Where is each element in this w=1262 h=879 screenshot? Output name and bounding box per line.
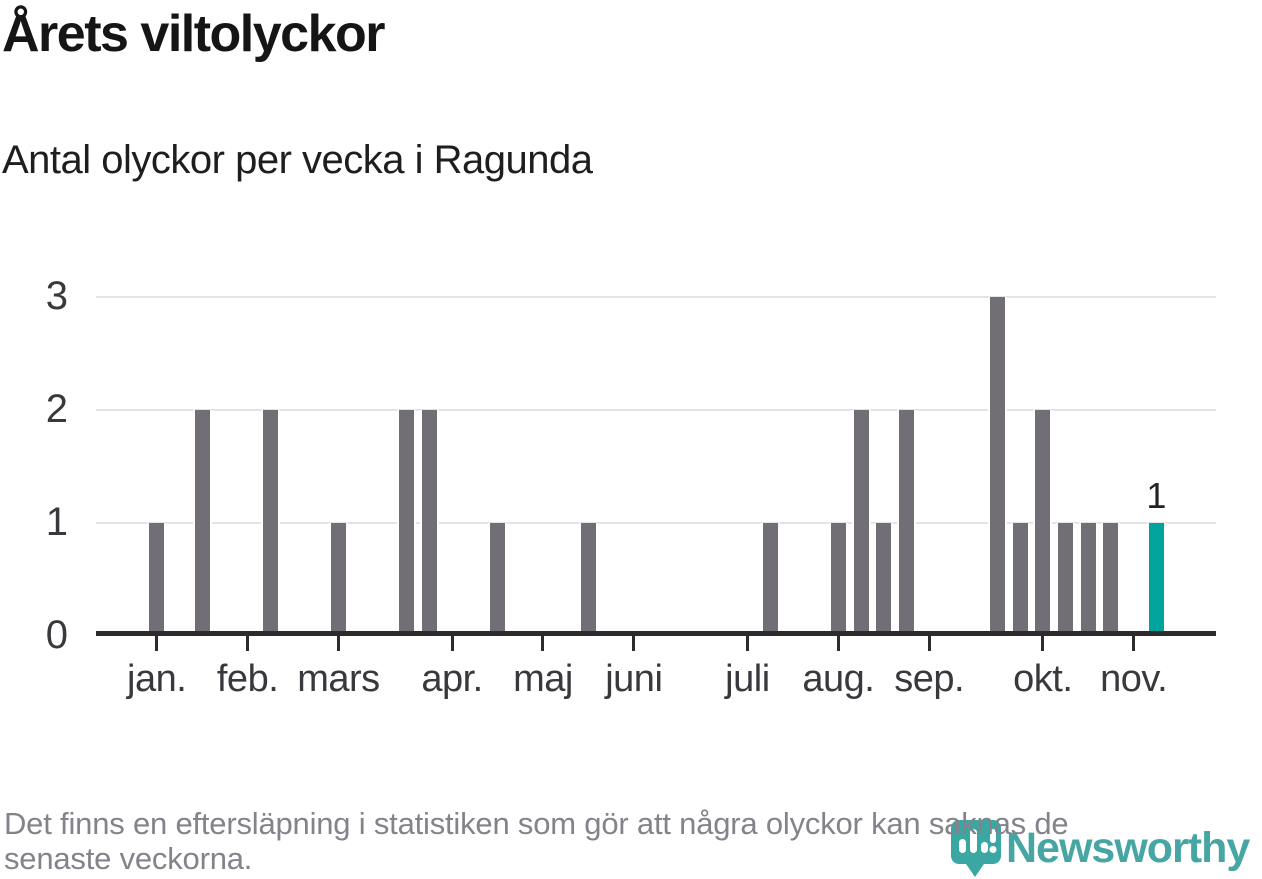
bar-week-31 [828,523,848,631]
bar-week-16 [488,523,507,631]
gridline-y3 [96,296,1216,298]
month-label-juni: juni [605,658,663,700]
logo-bar-medium [981,842,988,853]
month-tick-juli [745,636,749,651]
bar-week-9 [328,523,348,631]
month-tick-okt [1041,636,1045,651]
month-label-apr: apr. [421,658,483,700]
bar-week-3 [192,410,212,631]
month-label-okt: okt. [1013,658,1073,700]
bar-week-32 [851,410,871,631]
month-label-juli: juli [725,658,770,700]
month-label-maj: maj [513,658,573,700]
bar-week-43 [1101,523,1121,631]
month-tick-jan [155,636,159,651]
month-label-feb: feb. [216,658,279,700]
month-tick-feb [246,636,250,651]
logo-bar-short [959,839,966,853]
bar-week-42 [1078,523,1098,631]
x-axis-line [96,631,1216,636]
bar-week-40 [1033,410,1053,631]
page-title: Årets viltolyckor [2,5,386,63]
month-label-nov: nov. [1100,658,1168,700]
bar-week-1 [147,523,167,631]
bar-week-12 [397,410,417,631]
month-label-sep: sep. [894,658,965,700]
bar-week-41 [1056,523,1075,631]
y-axis-label-1: 1 [45,500,68,544]
bar-week-13 [419,410,439,631]
logo-exclamation-dot [989,846,997,853]
month-label-aug: aug. [802,658,875,700]
month-tick-apr [450,636,454,651]
gridline-y1 [96,522,1216,524]
y-axis-label-3: 3 [45,274,68,318]
newsworthy-speech-bubble-chart-icon [951,820,1001,877]
bar-week-33 [874,523,894,631]
value-label-week-45: 1 [1146,475,1167,516]
month-tick-maj [541,636,545,651]
bar-week-39 [1010,523,1030,631]
logo-exclamation-stem [990,829,996,843]
month-tick-nov [1132,636,1136,651]
y-axis-label-2: 2 [45,387,68,431]
month-label-jan: jan. [127,658,187,700]
footnote-text: Det finns en eftersläpning i statistiken… [4,806,1069,876]
bar-week-45-highlighted [1146,523,1166,631]
bar-week-34 [896,410,916,631]
bar-week-20 [578,523,598,631]
chart-subtitle: Antal olyckor per vecka i Ragunda [2,138,593,182]
bar-week-38 [987,297,1007,631]
bar-week-28 [760,523,780,631]
month-tick-mars [336,636,340,651]
month-tick-sep [927,636,931,651]
logo-bar-tall [970,829,977,853]
month-tick-aug [836,636,840,651]
footnote-line-2: senaste veckorna. [4,841,253,876]
newsworthy-logo: Newsworthy [950,818,1250,878]
y-axis-label-0: 0 [45,613,68,657]
bar-week-6 [260,410,280,631]
gridline-y2 [96,409,1216,411]
month-label-mars: mars [297,658,380,700]
newsworthy-logo-text: Newsworthy [1006,824,1250,872]
month-tick-juni [632,636,636,651]
footnote-line-1: Det finns en eftersläpning i statistiken… [4,806,1069,841]
